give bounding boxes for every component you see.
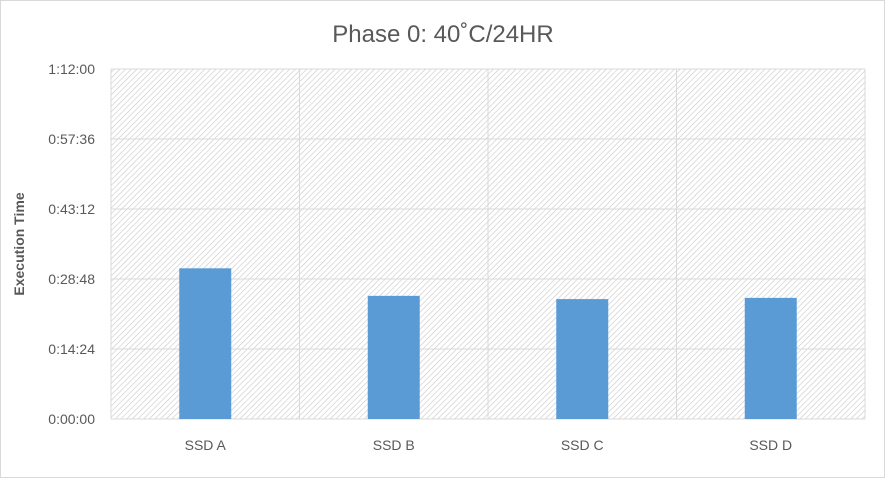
y-axis-ticks: 0:00:00 0:14:24 0:28:48 0:43:12 0:57:36 1:12:… — [48, 61, 95, 427]
y-tick-label: 0:14:24 — [48, 341, 95, 357]
gridlines — [110, 68, 866, 420]
y-tick-label: 0:00:00 — [48, 411, 95, 427]
bars — [179, 268, 797, 419]
x-tick-label: SSD D — [749, 437, 792, 453]
bar-ssd-c — [556, 299, 609, 419]
x-tick-label: SSD C — [561, 437, 604, 453]
y-tick-label: 1:12:00 — [48, 61, 95, 77]
y-axis-title: Execution Time — [11, 192, 27, 295]
bar-ssd-b — [367, 295, 420, 419]
bar-ssd-d — [744, 297, 797, 419]
x-tick-label: SSD A — [185, 437, 227, 453]
x-axis-ticks: SSD A SSD B SSD C SSD D — [185, 437, 793, 453]
y-tick-label: 0:28:48 — [48, 271, 95, 287]
y-tick-label: 0:43:12 — [48, 201, 95, 217]
y-tick-label: 0:57:36 — [48, 131, 95, 147]
x-tick-label: SSD B — [373, 437, 415, 453]
chart-title: Phase 0: 40˚C/24HR — [332, 21, 553, 48]
bar-ssd-a — [179, 268, 232, 419]
